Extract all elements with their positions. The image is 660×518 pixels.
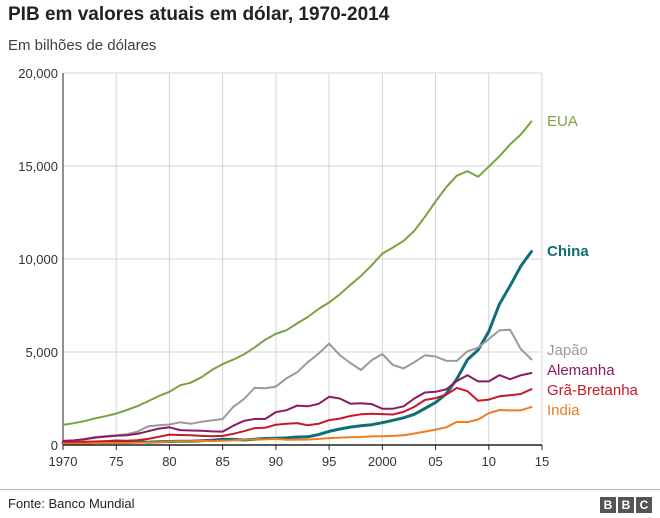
series-line-china (61, 250, 533, 445)
x-tick-label: 15 (535, 454, 549, 469)
x-tick-label: 05 (428, 454, 442, 469)
x-tick-label: 80 (162, 454, 176, 469)
series-label-india: India (547, 402, 580, 419)
series-label-alemanha: Alemanha (547, 362, 615, 379)
x-tick-label: 2000 (368, 454, 397, 469)
series-label-grã-bretanha: Grã-Bretanha (547, 382, 639, 399)
x-tick-label: 85 (215, 454, 229, 469)
footer-divider (0, 489, 660, 490)
bbc-logo-letter-3: C (636, 497, 652, 513)
y-tick-label: 0 (51, 438, 58, 453)
x-tick-label: 1970 (49, 454, 78, 469)
source-note: Fonte: Banco Mundial (8, 496, 135, 511)
series-line-india (62, 405, 533, 445)
series-label-japão: Japão (547, 342, 588, 359)
y-tick-label: 20,000 (18, 66, 58, 81)
x-tick-label: 10 (482, 454, 496, 469)
y-tick-label: 5,000 (25, 345, 58, 360)
bbc-logo: B B C (600, 497, 652, 513)
series-line-alemanha (62, 372, 533, 442)
bbc-logo-letter-1: B (600, 497, 616, 513)
series-line-grã-bretanha (62, 386, 533, 444)
bbc-logo-letter-2: B (618, 497, 634, 513)
chart-title: PIB em valores atuais em dólar, 1970-201… (8, 4, 390, 25)
series-line-japão (62, 328, 533, 443)
chart-subtitle: Em bilhões de dólares (8, 37, 157, 54)
x-tick-label: 90 (269, 454, 283, 469)
series-label-eua: EUA (547, 113, 578, 130)
x-tick-label: 95 (322, 454, 336, 469)
y-tick-label: 15,000 (18, 159, 58, 174)
gdp-line-chart: 0 5,000 10,000 15,000 20,000 1970 75 80 85 90 95 20… (18, 66, 639, 469)
series-line-eua (62, 120, 533, 426)
x-tick-label: 75 (109, 454, 123, 469)
y-tick-label: 10,000 (18, 252, 58, 267)
series-label-china: China (547, 243, 589, 260)
